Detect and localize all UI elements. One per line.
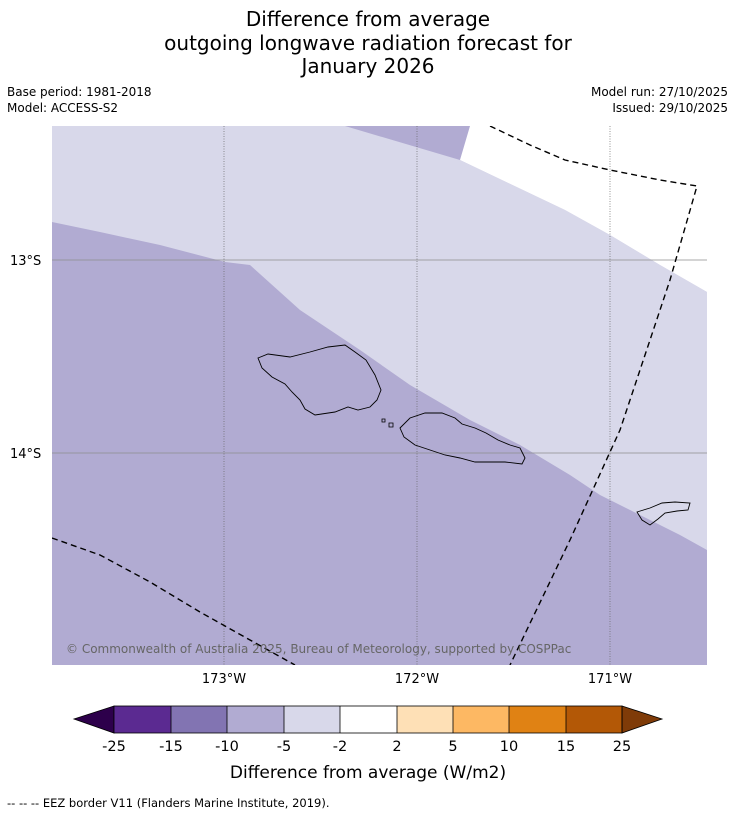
model-run: Model run: 27/10/2025 [590,85,728,99]
colorbar-tick-2: -15 [159,739,183,755]
colorbar-label: Difference from average (W/m2) [230,763,506,783]
title-line-1: Difference from average [245,7,491,31]
colorbar-segment-6 [397,706,453,733]
map-plot-area: © Commonwealth of Australia 2025, Bureau… [52,126,707,665]
colorbar-tick-3: -10 [215,739,239,755]
meta-left: Base period: 1981-2018 Model: ACCESS-S2 [7,84,152,116]
title-line-2: outgoing longwave radiation forecast for [164,30,572,55]
colorbar-segment-3 [227,706,284,733]
colorbar-segment-4 [284,706,340,733]
lon-label-173w: 173°W [202,672,246,687]
colorbar-segment-5 [340,706,397,733]
colorbar-segment-9 [566,706,622,733]
apolima-manono-islets [381,418,394,428]
issued-date: Issued: 29/10/2025 [612,101,728,115]
upolu-island [399,412,526,465]
chart-title: Difference from average outgoing longwav… [0,7,736,79]
colorbar-tick-4: -5 [277,739,291,755]
lon-label-171w: 171°W [588,672,632,687]
colorbar-under-arrow [72,705,115,734]
colorbar-segment-2 [171,706,227,733]
colorbar: -25 -15 -10 -5 -2 2 5 10 15 25 Differenc… [72,705,664,783]
colorbar-outline [113,705,623,734]
base-period: Base period: 1981-2018 [7,85,152,99]
eez-border-north [489,126,698,665]
region-minus5-to-minus2 [52,126,707,550]
region-plus2-area [460,126,707,292]
savaii-island [257,344,382,416]
colorbar-tick-6: 2 [392,739,401,755]
eez-footnote: -- -- -- EEZ border V11 (Flanders Marine… [7,796,330,810]
lon-label-172w: 172°W [395,672,439,687]
model-name: Model: ACCESS-S2 [7,101,119,115]
colorbar-tick-7: 5 [448,739,457,755]
colorbar-segment-7 [453,706,509,733]
colorbar-tick-10: 25 [613,739,631,755]
tutuila-island [636,501,691,526]
lat-label-13s: 13°S [10,254,41,269]
colorbar-tick-5: -2 [333,739,347,755]
colorbar-tick-1: -25 [102,739,126,755]
title-line-3: January 2026 [301,54,435,78]
colorbar-tick-8: 10 [500,739,518,755]
meta-right: Model run: 27/10/2025 Issued: 29/10/2025 [591,84,728,116]
colorbar-segment-8 [509,706,566,733]
colorbar-over-arrow [621,705,664,734]
lat-label-14s: 14°S [10,447,41,462]
copyright-watermark: © Commonwealth of Australia 2025, Bureau… [66,642,571,656]
colorbar-tick-9: 15 [557,739,575,755]
colorbar-segment-1 [114,706,171,733]
eez-border-southwest [52,537,296,665]
